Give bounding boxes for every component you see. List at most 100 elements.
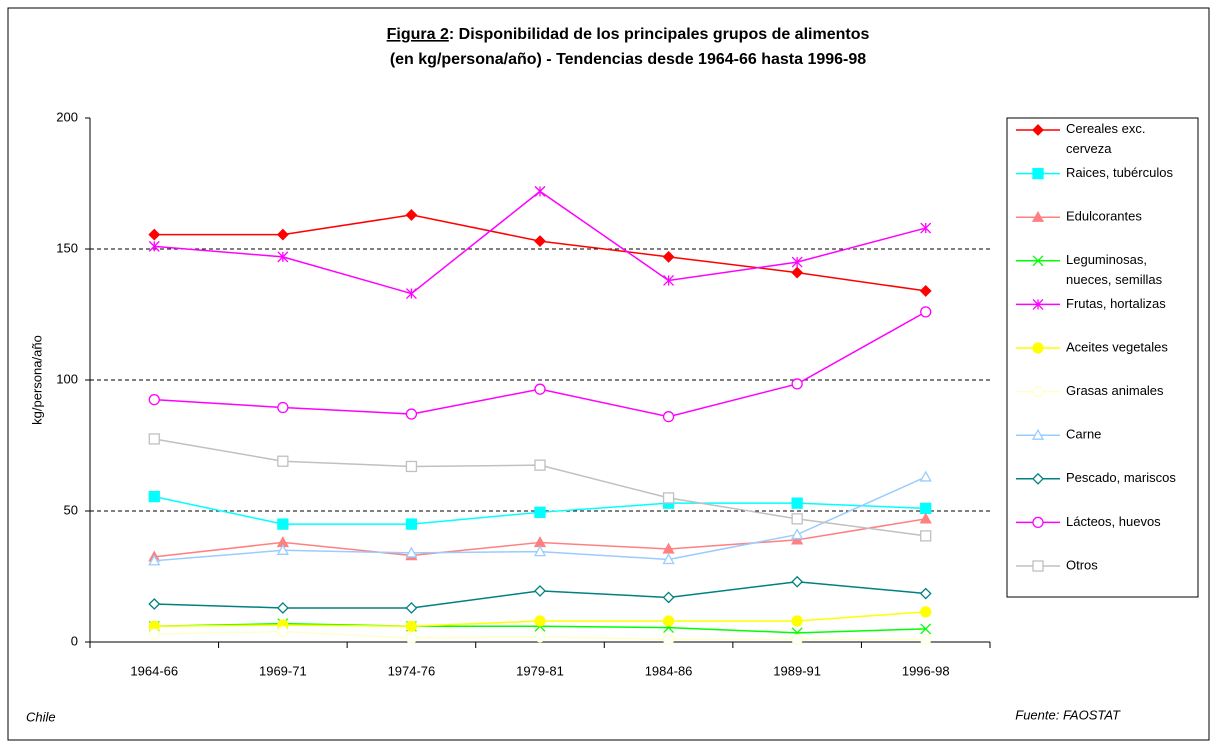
marker — [662, 250, 675, 263]
legend-marker — [1031, 428, 1045, 440]
legend-label-line: nueces, semillas — [1066, 272, 1163, 287]
legend-label: Raices, tubérculos — [1066, 165, 1173, 180]
legend-label: Cereales exc. cerveza — [1066, 121, 1145, 156]
y-tick-label: 100 — [56, 371, 78, 386]
x-tick-label: 1974-76 — [388, 663, 436, 678]
marker — [919, 470, 932, 482]
legend-label: Leguminosas, nueces, semillas — [1066, 252, 1163, 287]
marker — [148, 628, 160, 640]
marker — [791, 266, 804, 279]
marker — [405, 460, 418, 473]
marker — [534, 584, 546, 597]
y-tick-label: 50 — [64, 502, 78, 517]
marker — [662, 615, 675, 627]
legend-marker — [1032, 124, 1044, 136]
legend-marker — [1032, 167, 1044, 180]
marker — [920, 633, 932, 646]
legend-label: Lácteos, huevos — [1066, 514, 1161, 529]
x-tick-label: 1996-98 — [902, 663, 950, 678]
x-tick-label: 1964-66 — [130, 663, 178, 678]
marker — [920, 530, 932, 542]
marker — [791, 513, 803, 525]
marker — [791, 633, 803, 646]
marker — [405, 408, 418, 420]
marker — [148, 598, 161, 610]
chart-title: Figura 2: Disponibilidad de los principa… — [387, 26, 870, 43]
legend-label: Aceites vegetales — [1066, 339, 1168, 354]
marker — [405, 632, 418, 644]
marker — [534, 459, 546, 471]
y-tick-label: 200 — [56, 109, 78, 124]
marker — [534, 615, 546, 627]
marker — [277, 401, 289, 414]
marker — [791, 497, 803, 509]
marker — [534, 235, 546, 248]
marker — [662, 633, 675, 646]
marker — [276, 543, 289, 555]
y-tick-label: 0 — [71, 633, 78, 648]
legend-marker — [1032, 342, 1044, 354]
marker — [662, 553, 675, 565]
legend-marker — [1031, 210, 1045, 222]
marker — [919, 285, 932, 297]
legend-marker — [1032, 385, 1044, 398]
marker — [148, 393, 160, 406]
marker — [277, 625, 289, 638]
legend-label: Grasas animales — [1066, 383, 1164, 398]
footer-left: Chile — [26, 709, 56, 724]
marker — [920, 306, 932, 318]
marker — [405, 620, 418, 632]
title-prefix: Figura 2 — [387, 26, 449, 43]
legend-label-line: cerveza — [1066, 141, 1112, 156]
marker — [534, 506, 546, 518]
marker — [148, 228, 161, 241]
marker — [791, 528, 804, 540]
legend-label: Pescado, mariscos — [1066, 470, 1176, 485]
legend-marker — [1032, 298, 1044, 310]
marker — [663, 274, 675, 286]
marker — [148, 490, 160, 503]
marker — [919, 587, 932, 600]
legend-label-line: Leguminosas, — [1066, 252, 1147, 267]
y-tick-label: 150 — [56, 240, 78, 255]
legend-label: Otros — [1066, 557, 1098, 572]
marker — [791, 615, 803, 627]
marker — [277, 518, 289, 530]
chart-subtitle: (en kg/persona/año) - Tendencias desde 1… — [390, 51, 866, 68]
y-axis-label: kg/persona/año — [29, 335, 44, 425]
legend-marker — [1032, 516, 1044, 529]
marker — [534, 631, 546, 643]
marker — [405, 288, 417, 299]
marker — [534, 185, 546, 197]
marker — [148, 433, 160, 445]
marker — [405, 546, 418, 558]
marker — [277, 251, 289, 263]
marker — [920, 222, 932, 234]
marker — [405, 518, 418, 530]
marker — [920, 623, 932, 635]
marker — [662, 411, 675, 423]
legend-label: Frutas, hortalizas — [1066, 296, 1166, 311]
legend-label: Edulcorantes — [1066, 209, 1142, 224]
marker — [920, 606, 932, 618]
legend-marker — [1032, 255, 1044, 267]
marker — [791, 533, 804, 545]
x-tick-label: 1979-81 — [516, 663, 564, 678]
marker — [533, 545, 547, 557]
marker — [919, 512, 932, 524]
marker — [148, 554, 161, 566]
marker — [276, 602, 289, 614]
marker — [276, 228, 289, 241]
x-tick-label: 1989-91 — [773, 663, 821, 678]
marker — [405, 209, 418, 221]
x-tick-label: 1969-71 — [259, 663, 307, 678]
marker — [662, 542, 675, 554]
marker — [405, 602, 418, 614]
marker — [534, 383, 546, 395]
marker — [662, 591, 675, 604]
legend-label: Carne — [1066, 427, 1101, 442]
marker — [662, 492, 675, 504]
marker — [791, 575, 804, 588]
x-tick-label: 1984-86 — [645, 663, 693, 678]
legend-marker — [1032, 472, 1044, 485]
